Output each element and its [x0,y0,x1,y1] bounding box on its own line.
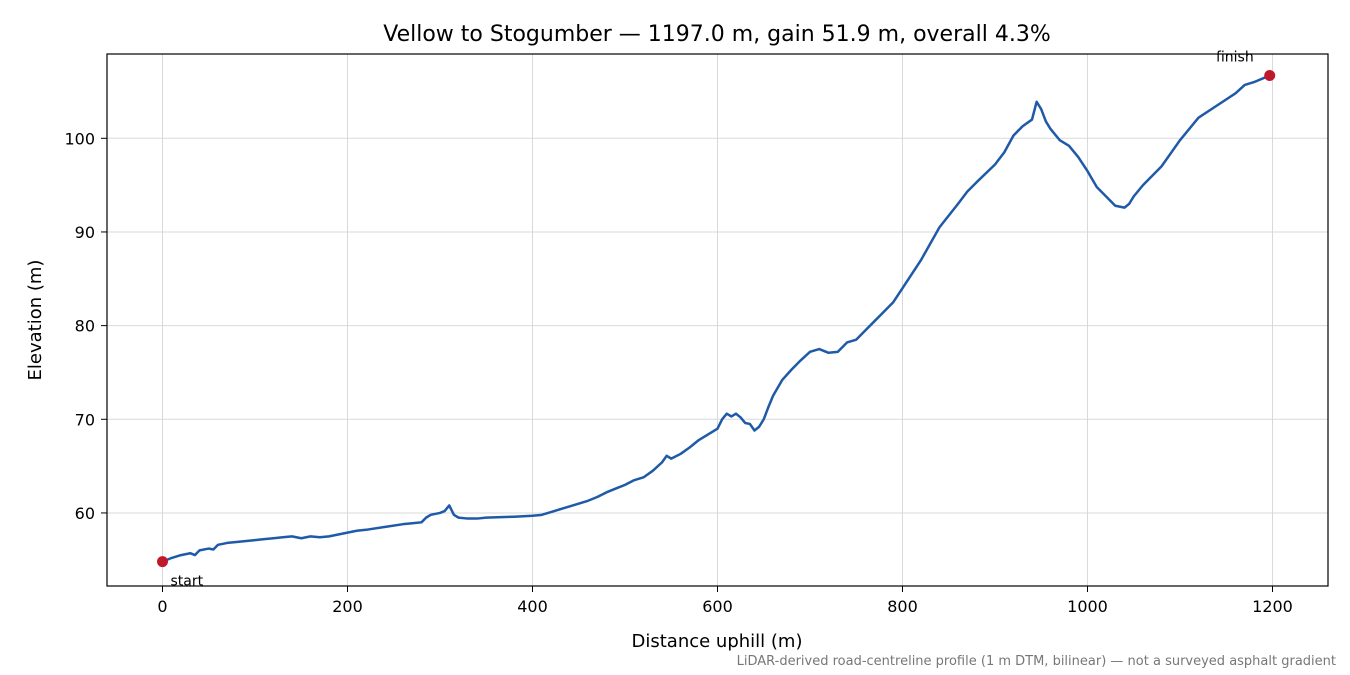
y-tick-label: 100 [64,129,95,148]
chart-title: Vellow to Stogumber — 1197.0 m, gain 51.… [383,22,1050,47]
y-tick-label: 80 [75,317,95,336]
x-axis: 0 200 400 600 800 1000 1200 [157,586,1293,616]
x-tick-label: 1200 [1252,597,1293,616]
y-tick-label: 90 [75,223,95,242]
x-tick-label: 1000 [1067,597,1108,616]
y-axis-label: Elevation (m) [25,260,46,381]
x-tick-label: 0 [157,597,167,616]
x-tick-label: 800 [887,597,918,616]
y-tick-label: 60 [75,504,95,523]
y-tick-label: 70 [75,410,95,429]
start-marker [157,556,168,568]
elevation-line [162,74,1271,563]
grid-lines [107,54,1328,586]
finish-label: finish [1216,50,1254,66]
x-tick-label: 600 [702,597,733,616]
x-tick-label: 200 [332,597,363,616]
y-axis: 60 70 80 90 100 [64,129,107,523]
start-label: start [171,574,204,590]
x-axis-label: Distance uphill (m) [632,631,803,652]
endpoint-markers: start finish [157,50,1276,590]
finish-marker [1264,70,1276,82]
chart-caption: LiDAR-derived road-centreline profile (1… [737,654,1336,669]
x-tick-label: 400 [517,597,548,616]
